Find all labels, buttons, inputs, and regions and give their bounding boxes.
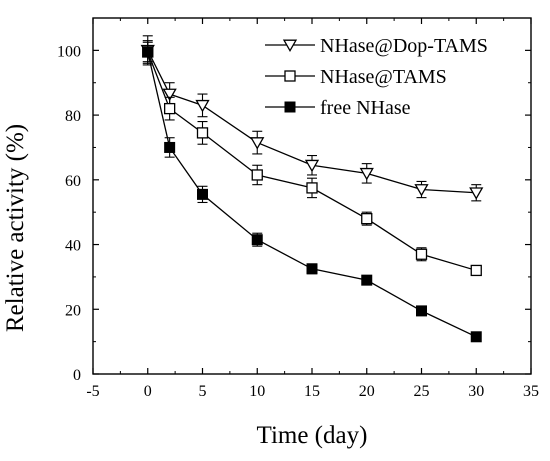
legend-marker [284,70,296,82]
series-line [147,50,477,194]
legend: NHase@Dop-TAMS NHase@TAMS free NHase [265,35,488,119]
y-tick-label: 80 [65,108,81,125]
data-point [164,141,176,153]
legend-item-3: free NHase [265,97,411,119]
x-tick-label: 20 [359,383,375,400]
y-tick-label: 0 [73,367,81,384]
x-tick-label: 5 [199,383,207,400]
series-1 [140,35,484,202]
legend-item-2: NHase@TAMS [265,66,447,88]
data-point [416,305,427,317]
series-layer [140,35,484,343]
y-tick-label: 20 [65,302,81,319]
series-line [147,51,477,338]
legend-marker [282,39,298,53]
x-tick-label: 15 [304,383,320,400]
data-point [361,274,373,286]
data-point [251,169,263,181]
data-point [306,263,318,275]
y-tick-label: 100 [57,43,81,60]
x-axis-label: Time (day) [257,422,368,449]
data-point [414,184,429,197]
data-point [415,248,428,260]
data-point [470,331,482,343]
data-point [196,127,209,139]
data-point [195,99,210,113]
y-axis-label: Relative activity (%) [2,124,29,332]
x-tick-label: -5 [86,383,99,400]
x-tick-label: 35 [523,383,539,400]
data-point [250,137,265,150]
data-point [469,187,484,200]
data-point [470,264,482,277]
data-point [251,234,263,246]
data-point [361,213,373,225]
x-tick-label: 0 [144,383,152,400]
axes: -5 0 5 10 15 20 25 30 35 0 20 40 60 80 100 [57,17,539,400]
y-tick-label: 40 [65,238,81,255]
legend-marker [284,101,296,113]
data-point [304,159,320,173]
x-tick-label: 30 [468,383,484,400]
series-3 [142,41,482,343]
data-point [162,88,177,102]
y-tick-label: 60 [65,173,81,190]
x-tick-label: 10 [249,383,265,400]
x-tick-label: 25 [414,383,430,400]
legend-item-1: NHase@Dop-TAMS [265,35,488,57]
series-2 [142,40,482,277]
data-point [197,188,208,200]
legend-label: NHase@TAMS [320,66,447,88]
data-point [359,167,374,181]
legend-label: free NHase [320,97,411,119]
data-point [163,102,176,115]
data-point [306,182,318,194]
legend-label: NHase@Dop-TAMS [320,35,488,57]
data-point [142,46,154,58]
